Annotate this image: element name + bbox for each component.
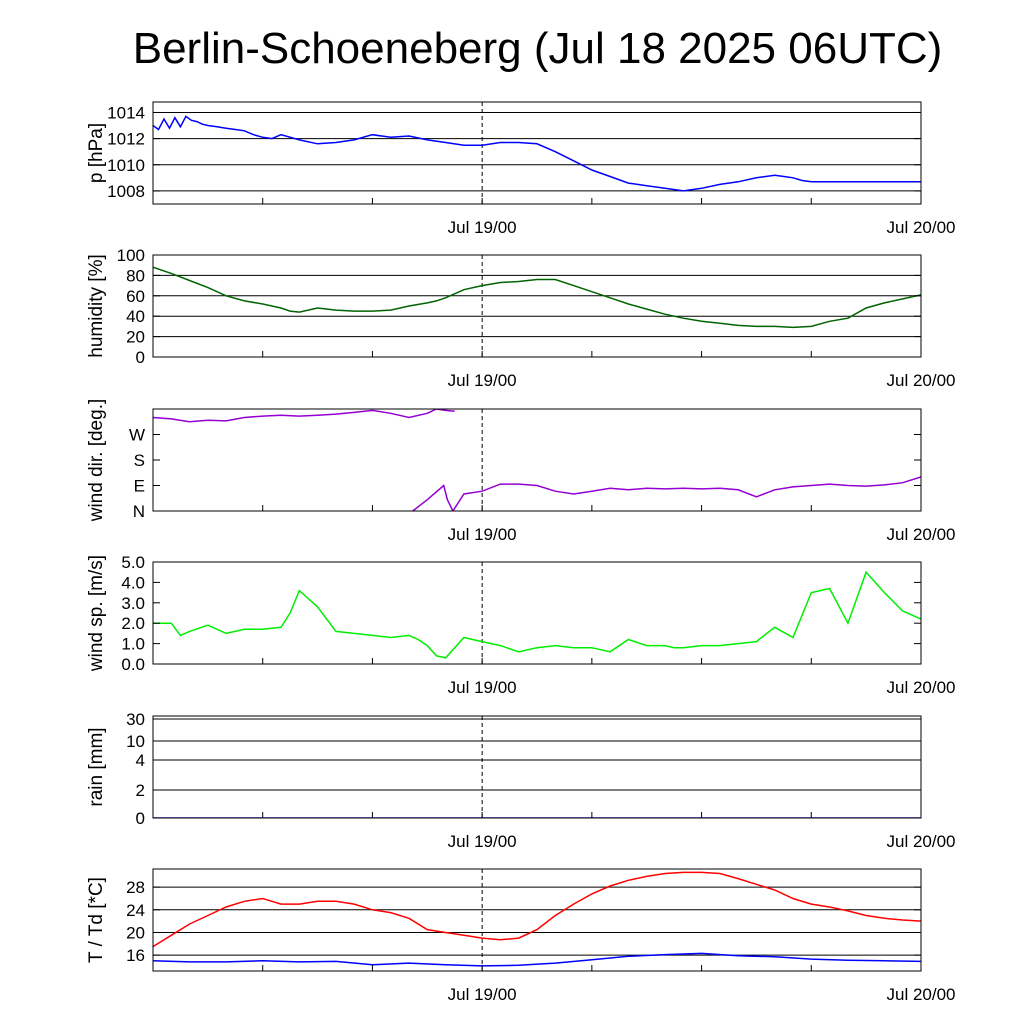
panel-4: 30 104 2 0 Jul 19/00 Jul 20/00 rain [mm] [86,710,956,851]
y-axis-label: rain [mm] [86,727,107,806]
x-tick-label: Jul 19/00 [448,985,517,1004]
y-tick-label: 28 [126,878,145,897]
y-axis-label: humidity [%] [86,254,107,357]
y-axis-label: wind dir. [deg.] [86,399,107,523]
plot-frame [152,101,922,205]
x-tick-label: Jul 19/00 [448,371,517,390]
y-tick-label: 1008 [107,182,145,201]
x-tick-label: Jul 19/00 [448,678,517,697]
y-tick-label: 40 [126,307,145,326]
y-tick-label: 0.0 [121,655,145,674]
y-tick-label: 2.0 [121,614,145,633]
x-tick-label: Jul 20/00 [887,371,956,390]
panel-5: 28 24 20 16 Jul 19/00 Jul 20/00 T / Td [*C] [86,868,956,1004]
y-tick-label: 30 [126,710,145,729]
y-tick-label: 20 [126,923,145,942]
y-tick-label: S [134,451,145,470]
y-tick-label: 0 [136,809,145,828]
y-tick-label: 4.0 [121,573,145,592]
y-tick-label: 10 [126,732,145,751]
series-line-0 [153,871,921,948]
y-axis-label: p [hPa] [86,123,107,183]
y-tick-label: 4 [136,751,145,770]
x-tick-label: Jul 20/00 [887,525,956,544]
x-tick-label: Jul 19/00 [448,525,517,544]
y-axis-label: wind sp. [m/s] [86,555,107,672]
series-line-0 [153,409,455,423]
series-line-1 [412,476,921,511]
chart-title: Berlin-Schoeneberg (Jul 18 2025 06UTC) [132,24,943,73]
y-tick-label: 1014 [107,103,145,122]
y-tick-label: 5.0 [121,553,145,572]
panel-0: 1014 1012 1010 1008 Jul 19/00 Jul 20/00 p [hPa… [86,101,956,237]
plot-frame [152,408,922,512]
series-line-0 [153,115,921,192]
x-tick-label: Jul 20/00 [887,218,956,237]
x-tick-label: Jul 20/00 [887,985,956,1004]
x-tick-label: Jul 20/00 [887,832,956,851]
x-tick-label: Jul 19/00 [448,218,517,237]
panel-3: 5.04.0 3.02.0 1.00.0 Jul 19/00 Jul 20/00 wind… [86,553,956,697]
y-tick-label: N [133,502,145,521]
y-tick-label: 24 [126,901,145,920]
y-tick-label: 1.0 [121,635,145,654]
y-tick-label: 20 [126,328,145,347]
series-line-0 [153,266,921,329]
y-tick-label: E [134,477,145,496]
plot-frame [152,715,922,819]
series-line-1 [153,952,921,967]
y-tick-label: 2 [136,781,145,800]
y-tick-label: 1012 [107,130,145,149]
plot-frame [152,868,922,972]
y-tick-label: 80 [126,266,145,285]
y-tick-label: W [129,426,145,445]
plot-frame [152,561,922,665]
y-tick-label: 3.0 [121,594,145,613]
y-tick-label: 1010 [107,156,145,175]
y-tick-label: 100 [117,246,145,265]
x-tick-label: Jul 20/00 [887,678,956,697]
y-tick-label: 16 [126,946,145,965]
y-tick-label: 0 [136,348,145,367]
y-axis-label: T / Td [*C] [86,877,107,963]
x-tick-label: Jul 19/00 [448,832,517,851]
plot-frame [152,254,922,358]
y-tick-label: 60 [126,287,145,306]
series-line-0 [153,570,921,659]
